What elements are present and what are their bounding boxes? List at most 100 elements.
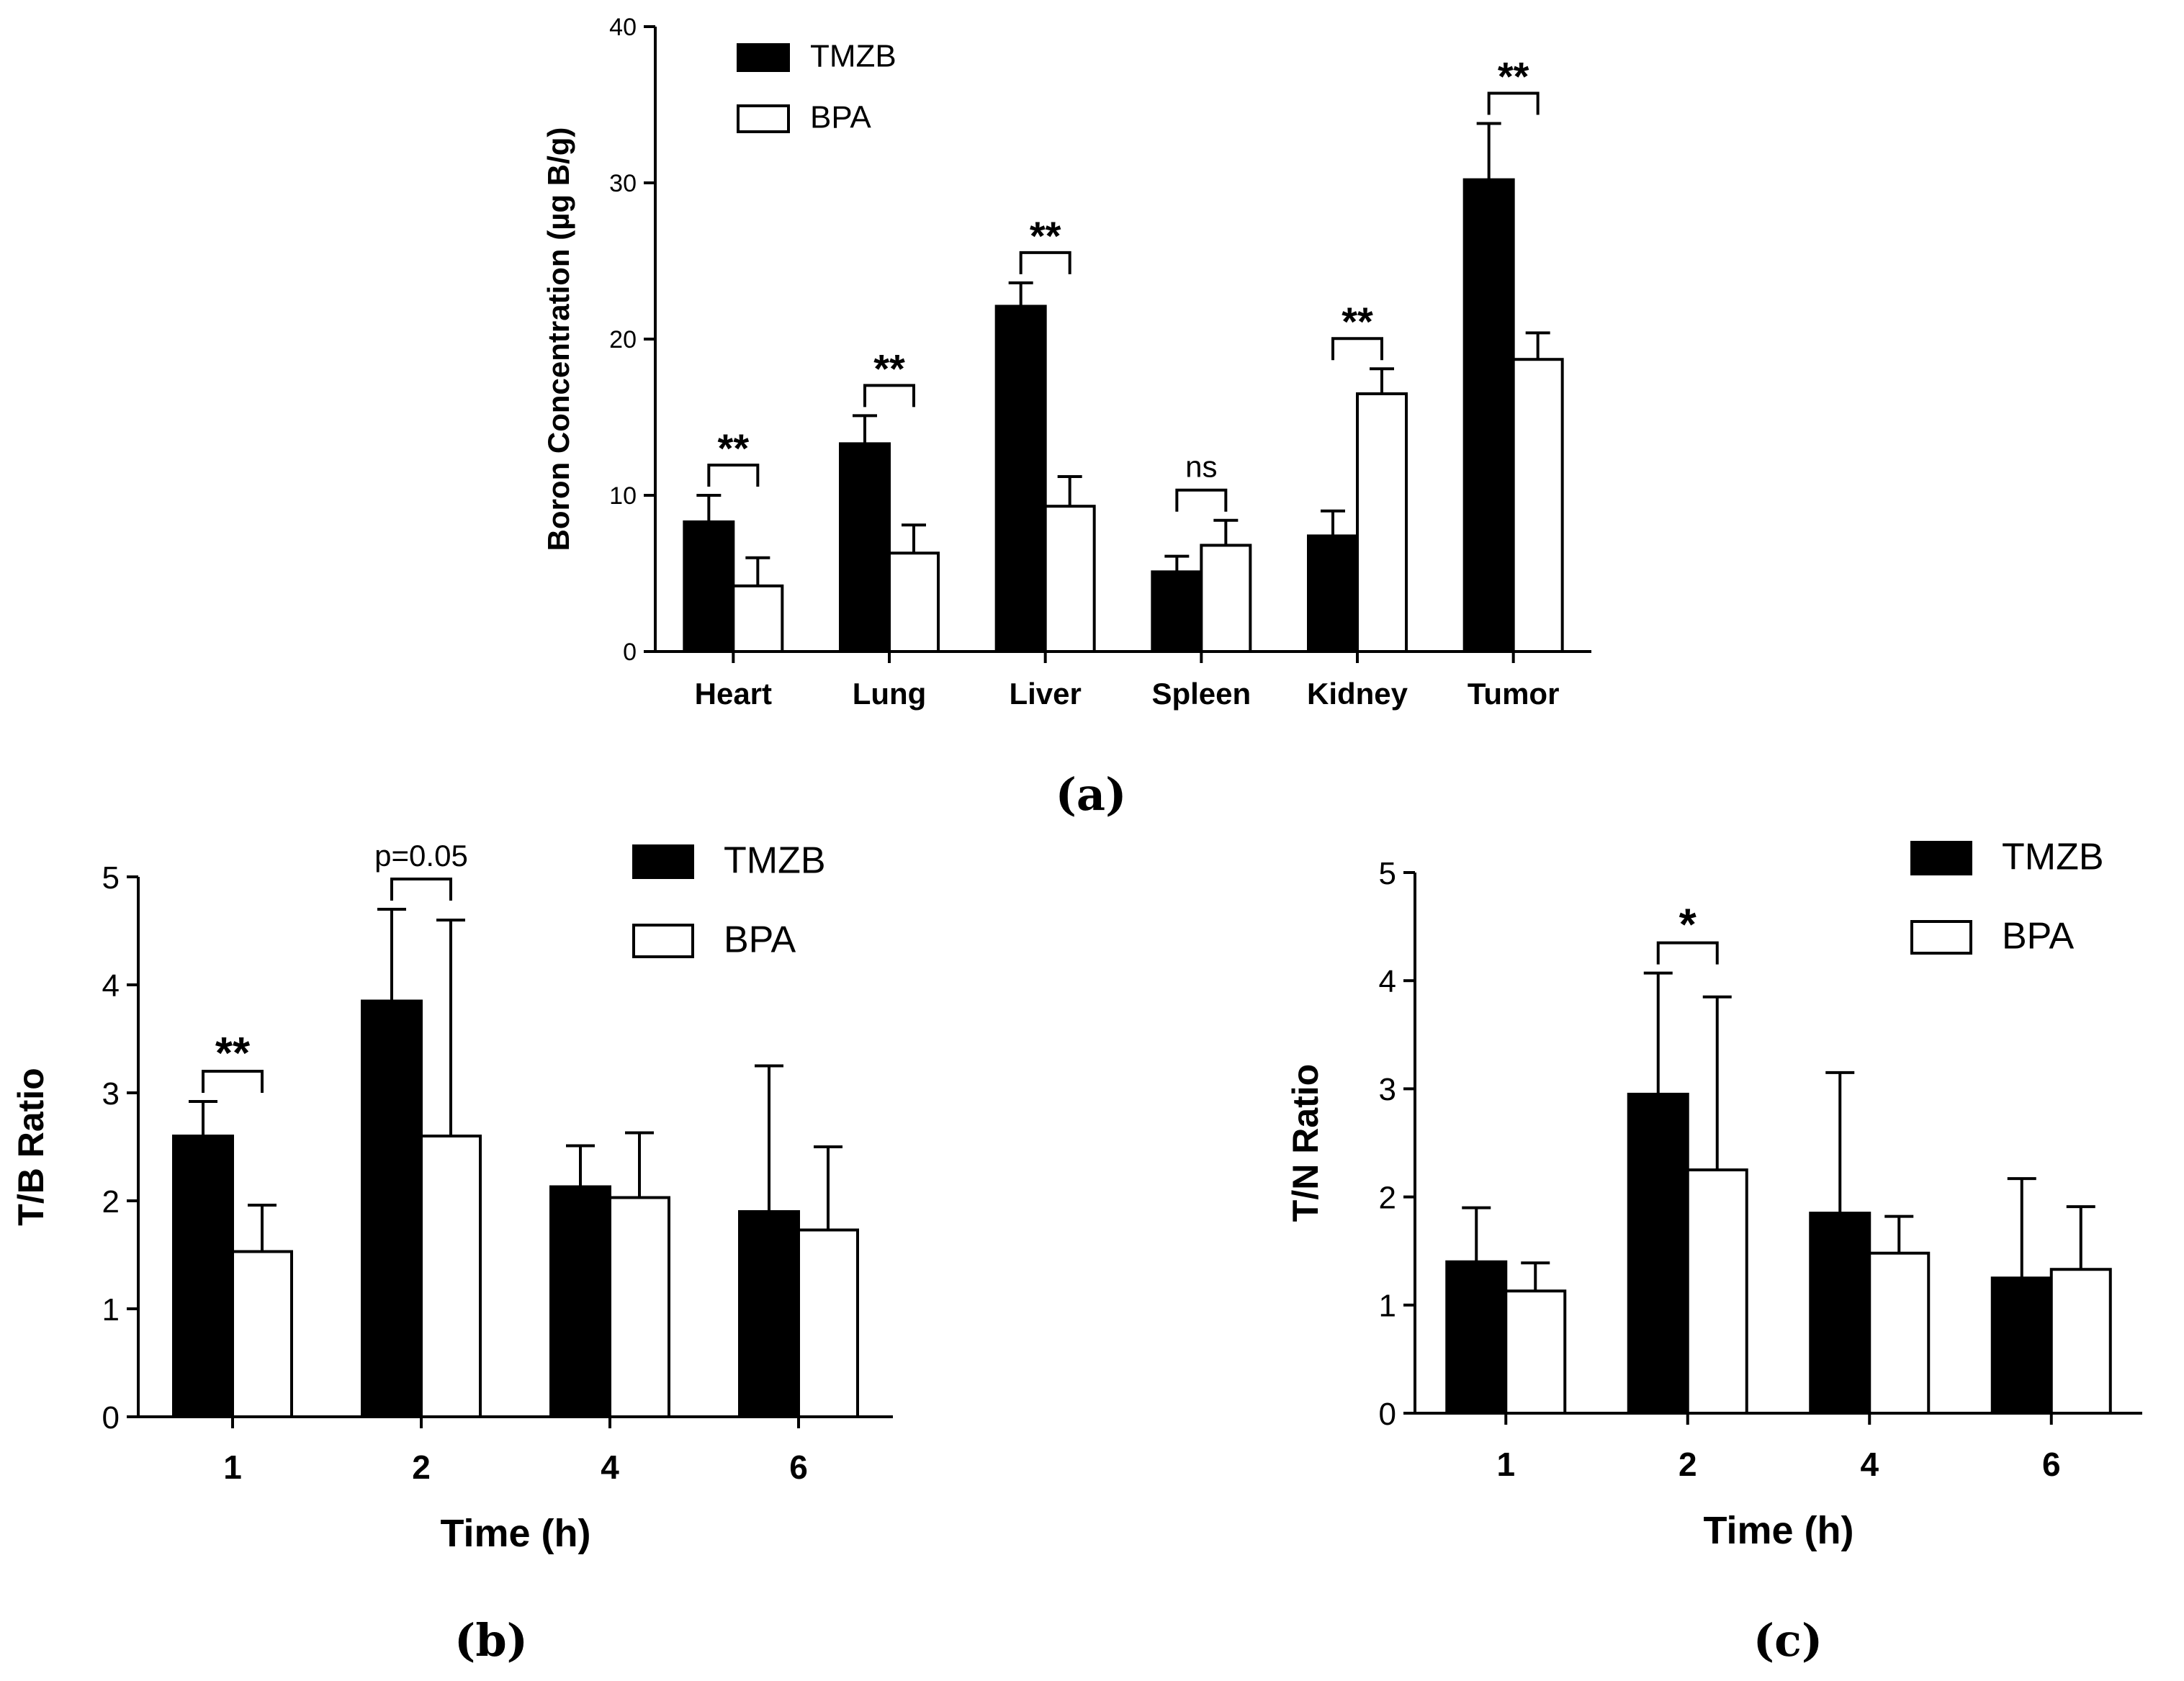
significance-label: ** [873, 346, 905, 391]
bar-bpa [608, 1196, 670, 1418]
x-tick-label: 2 [1679, 1446, 1697, 1483]
x-tick-label: Lung [853, 677, 927, 711]
significance-bracket [1487, 91, 1540, 115]
y-tick-label: 3 [102, 1076, 120, 1112]
bar-bpa [1511, 358, 1564, 653]
x-tick-label: 4 [601, 1448, 619, 1486]
y-tick-label: 3 [1379, 1072, 1396, 1107]
bar-tmzb [1307, 534, 1359, 653]
bar-tmzb [994, 305, 1047, 653]
panel-label: (c) [1753, 1614, 1823, 1667]
significance-bracket [863, 384, 915, 407]
x-tick-label: Spleen [1151, 677, 1251, 711]
bar-tmzb [1445, 1260, 1508, 1415]
bar-tmzb [683, 520, 735, 654]
legend-swatch-bpa [737, 104, 790, 133]
bar-tmzb [839, 442, 891, 653]
y-tick-label: 40 [609, 14, 637, 41]
panel-a-chart: 0 10 20 30 40 Boron Concentration (µg B/g) Hea… [541, 14, 1591, 821]
x-tick-label: Tumor [1468, 677, 1560, 711]
significance-label: ns [1185, 450, 1217, 484]
significance-label: ** [1030, 213, 1061, 258]
panel-b-chart: 0 1 2 3 4 5 T/B Ratio Time (h) 1 ** 2 p=0.05 4 6 TMZB B… [11, 839, 893, 1667]
bar-bpa [1043, 505, 1096, 653]
significance-label: ** [215, 1029, 251, 1078]
significance-label: * [1679, 901, 1697, 950]
legend-label-bpa: BPA [724, 919, 796, 960]
x-tick-label: Liver [1009, 677, 1081, 711]
bar-tmzb [1462, 178, 1515, 654]
legend-swatch-bpa [632, 924, 694, 958]
x-tick-label: 2 [412, 1448, 431, 1486]
y-axis-title: T/N Ratio [1285, 1064, 1326, 1222]
x-axis-title: Time (h) [440, 1512, 590, 1555]
significance-bracket [1331, 337, 1383, 361]
bar-tmzb [738, 1210, 800, 1418]
bar-bpa [1868, 1251, 1931, 1415]
significance-bracket [1175, 488, 1228, 512]
bar-tmzb [1809, 1212, 1871, 1415]
legend-label-tmzb: TMZB [724, 839, 826, 881]
y-tick-label: 10 [609, 482, 637, 510]
bar-tmzb [1627, 1092, 1689, 1415]
y-axis-title: T/B Ratio [11, 1068, 51, 1225]
significance-bracket [1019, 251, 1071, 274]
legend-swatch-tmzb [1910, 841, 1972, 875]
y-tick-label: 2 [102, 1184, 120, 1220]
y-tick-label: 0 [102, 1400, 120, 1436]
bar-tmzb [549, 1185, 611, 1418]
legend-swatch-bpa [1910, 920, 1972, 955]
panel-c-chart: 0 1 2 3 4 5 T/N Ratio Time (h) 1 2 * 4 6 TMZB BPA (c) [1285, 836, 2142, 1667]
significance-bracket [707, 464, 760, 487]
y-tick-label: 5 [102, 860, 120, 896]
legend-label-bpa: BPA [810, 100, 871, 135]
y-tick-label: 4 [1379, 964, 1396, 999]
significance-label: ** [1342, 299, 1373, 344]
x-tick-label: 6 [789, 1448, 808, 1486]
bar-bpa [1504, 1289, 1567, 1415]
significance-label: ** [1498, 54, 1529, 99]
x-tick-label: 1 [1496, 1446, 1515, 1483]
y-tick-label: 0 [1379, 1397, 1396, 1432]
significance-bracket [390, 878, 452, 901]
bar-bpa [1356, 392, 1408, 653]
significance-bracket [1656, 941, 1719, 965]
significance-label: ** [718, 425, 750, 471]
significance-bracket [202, 1070, 264, 1093]
bar-tmzb [1990, 1276, 2053, 1415]
bar-bpa [797, 1228, 859, 1418]
y-tick-label: 5 [1379, 856, 1396, 891]
y-axis-title: Boron Concentration (µg B/g) [541, 127, 575, 551]
x-tick-label: Heart [695, 677, 772, 711]
x-tick-label: 6 [2042, 1446, 2061, 1483]
y-tick-label: 4 [102, 968, 120, 1004]
significance-label: p=0.05 [374, 839, 468, 873]
bar-bpa [1200, 544, 1252, 653]
legend-label-tmzb: TMZB [2002, 836, 2104, 878]
y-tick-label: 1 [1379, 1289, 1396, 1324]
bar-bpa [231, 1250, 293, 1418]
bar-bpa [1686, 1168, 1748, 1415]
y-tick-label: 2 [1379, 1180, 1396, 1215]
bar-bpa [2049, 1268, 2112, 1415]
x-tick-label: Kidney [1307, 677, 1408, 711]
x-tick-label: 1 [223, 1448, 242, 1486]
bar-bpa [732, 584, 784, 653]
bar-tmzb [1151, 570, 1203, 654]
legend-label-tmzb: TMZB [810, 39, 896, 74]
panel-label: (a) [1056, 768, 1127, 821]
panel-label: (b) [454, 1614, 528, 1667]
bar-tmzb [172, 1135, 234, 1418]
legend-swatch-tmzb [632, 844, 694, 879]
bar-bpa [888, 551, 940, 653]
legend-swatch-tmzb [737, 43, 790, 72]
legend-label-bpa: BPA [2002, 915, 2075, 957]
y-tick-label: 20 [609, 326, 637, 353]
y-tick-label: 30 [609, 170, 637, 197]
bar-tmzb [361, 999, 423, 1418]
y-tick-label: 1 [102, 1292, 120, 1328]
y-tick-label: 0 [623, 639, 637, 666]
bar-bpa [420, 1135, 482, 1418]
x-tick-label: 4 [1860, 1446, 1879, 1483]
